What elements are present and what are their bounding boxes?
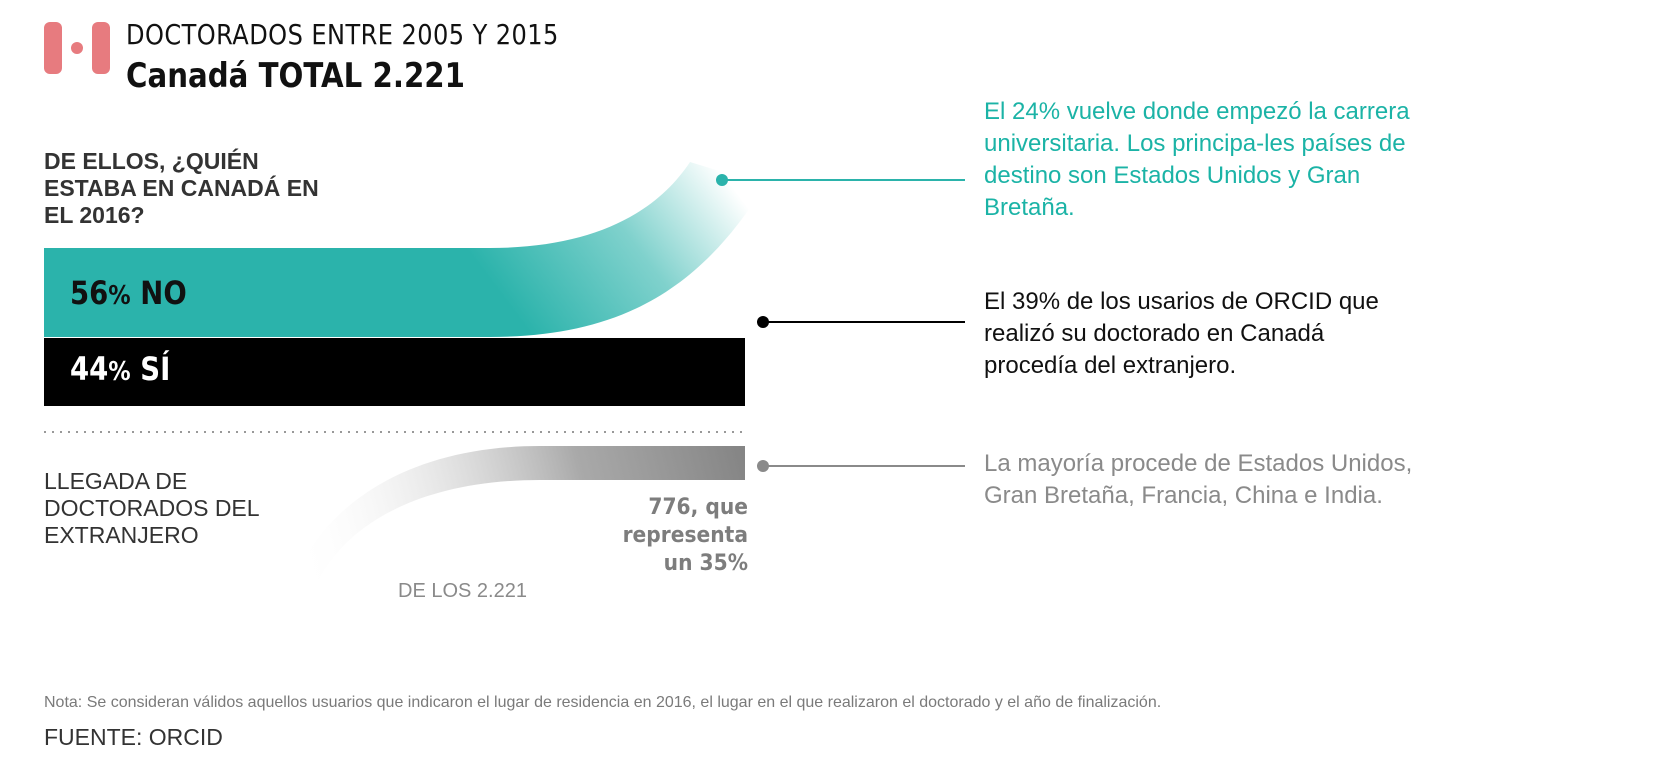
note-teal: El 24% vuelve donde empezó la carrera un… [984,98,1410,221]
bar-si-unit: % [108,357,131,387]
bar-no-word: NO [140,274,187,312]
source-label: FUENTE: ORCID [44,724,223,750]
bar-no-label: 56% NO [70,274,187,312]
bar-si-value: 44 [70,350,109,388]
inflow-flow [298,446,745,582]
bar-si [44,338,745,406]
dot-teal [716,174,728,186]
bar-si-word: SÍ [140,350,171,388]
dot-gray [757,460,769,472]
note-black: El 39% de los usarios de ORCID que reali… [984,288,1379,379]
arrivals-of-total: DE LOS 2.221 [398,580,527,602]
footnote: Nota: Se consideran válidos aquellos usu… [44,694,1162,711]
note-gray: La mayoría procede de Estados Unidos, Gr… [984,450,1413,509]
question-heading: DE ELLOS, ¿QUIÉN ESTABA EN CANADÁ EN EL … [44,148,319,228]
page-subtitle: Canadá TOTAL 2.221 [126,56,465,96]
arrivals-label: LLEGADA DE DOCTORADOS DEL EXTRANJERO [44,468,259,548]
arrivals-count-note: 776, que representa un 35% [622,495,748,576]
bar-no-unit: % [108,281,131,311]
bar-si-label: 44% SÍ [70,350,170,388]
bar-no-value: 56 [70,274,109,312]
page-title: DOCTORADOS ENTRE 2005 Y 2015 [126,18,559,51]
bar-no [44,162,765,337]
dot-black [757,316,769,328]
canada-flag-icon [44,22,110,74]
